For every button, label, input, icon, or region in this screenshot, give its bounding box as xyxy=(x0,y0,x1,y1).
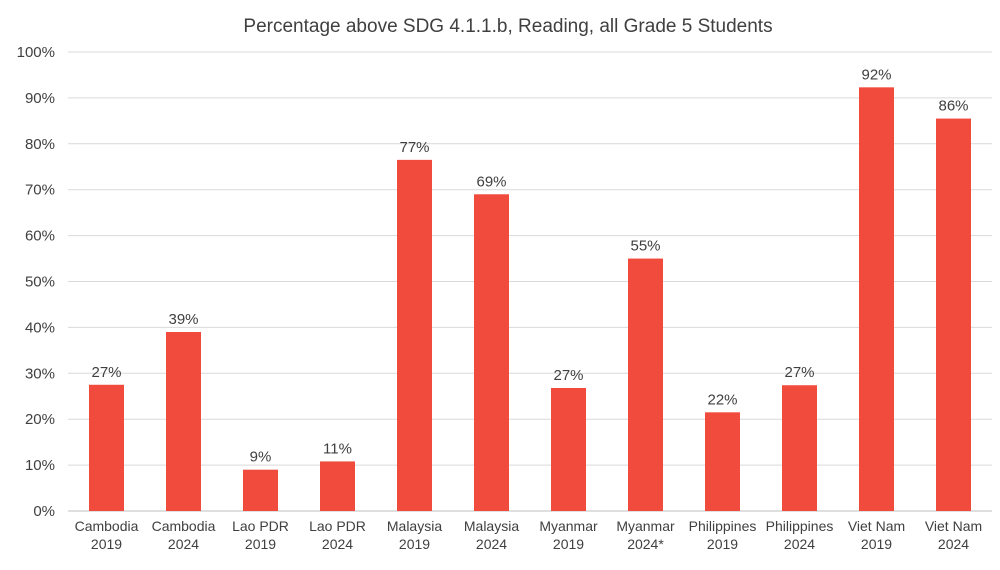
data-labels: 27% 39% 9% 11% 77% 69% 27% 55% 22% 27% 92% 86% xyxy=(91,66,968,465)
bar xyxy=(705,412,740,511)
bars xyxy=(89,87,971,512)
x-tick-label: 2019 xyxy=(861,536,892,552)
data-label: 86% xyxy=(938,98,968,115)
x-tick-label: Cambodia xyxy=(152,518,216,534)
bar xyxy=(936,118,971,512)
x-tick-label: 2024 xyxy=(322,536,353,552)
x-tick-label: Myanmar xyxy=(539,518,598,534)
x-tick-label: 2019 xyxy=(399,536,430,552)
bar xyxy=(166,331,201,511)
x-tick-label: Lao PDR xyxy=(232,518,289,534)
bar xyxy=(859,87,894,511)
bar xyxy=(89,384,124,511)
x-tick-label: Malaysia xyxy=(387,518,442,534)
x-tick-label: Cambodia xyxy=(75,518,139,534)
x-axis: Cambodia 2019 Cambodia 2024 Lao PDR 2019 Lao P… xyxy=(75,518,983,552)
y-tick-label: 100% xyxy=(17,44,55,61)
data-label: 77% xyxy=(399,139,429,156)
bar xyxy=(397,159,432,512)
bar xyxy=(628,258,663,511)
x-tick-label: 2024 xyxy=(938,536,969,552)
data-label: 92% xyxy=(861,66,891,83)
bar xyxy=(551,387,586,511)
x-tick-label: Philippines xyxy=(689,518,757,534)
y-tick-label: 90% xyxy=(25,90,55,107)
data-label: 27% xyxy=(91,364,121,381)
bar xyxy=(243,469,278,511)
y-tick-label: 80% xyxy=(25,136,55,153)
data-label: 69% xyxy=(476,173,506,190)
x-tick-label: Viet Nam xyxy=(848,518,905,534)
x-tick-label: Viet Nam xyxy=(925,518,982,534)
bar xyxy=(474,194,509,512)
data-label: 55% xyxy=(630,238,660,255)
x-tick-label: Philippines xyxy=(766,518,834,534)
y-tick-label: 70% xyxy=(25,182,55,199)
y-tick-label: 0% xyxy=(33,503,55,520)
chart-title: Percentage above SDG 4.1.1.b, Reading, a… xyxy=(243,16,772,37)
y-axis: 0% 10% 20% 30% 40% 50% 60% 70% 80% 90% 100% xyxy=(17,44,55,520)
data-label: 27% xyxy=(553,367,583,384)
x-tick-label: 2019 xyxy=(553,536,584,552)
x-tick-label: 2019 xyxy=(245,536,276,552)
x-tick-label: 2019 xyxy=(91,536,122,552)
y-tick-label: 60% xyxy=(25,228,55,245)
data-label: 9% xyxy=(250,449,272,466)
y-tick-label: 40% xyxy=(25,319,55,336)
data-label: 27% xyxy=(784,364,814,381)
y-tick-label: 30% xyxy=(25,365,55,382)
x-tick-label: 2024 xyxy=(168,536,199,552)
x-tick-label: Lao PDR xyxy=(309,518,366,534)
x-tick-label: 2024* xyxy=(627,536,664,552)
x-tick-label: Malaysia xyxy=(464,518,519,534)
y-tick-label: 50% xyxy=(25,274,55,291)
data-label: 11% xyxy=(323,440,352,457)
x-tick-label: 2024 xyxy=(784,536,815,552)
y-tick-label: 10% xyxy=(25,457,55,474)
data-label: 39% xyxy=(168,311,198,328)
bar xyxy=(782,385,817,511)
x-tick-label: Myanmar xyxy=(616,518,675,534)
bar xyxy=(320,461,355,511)
x-tick-label: 2024 xyxy=(476,536,507,552)
data-label: 22% xyxy=(707,391,737,408)
y-tick-label: 20% xyxy=(25,411,55,428)
gridlines xyxy=(68,51,992,512)
x-tick-label: 2019 xyxy=(707,536,738,552)
